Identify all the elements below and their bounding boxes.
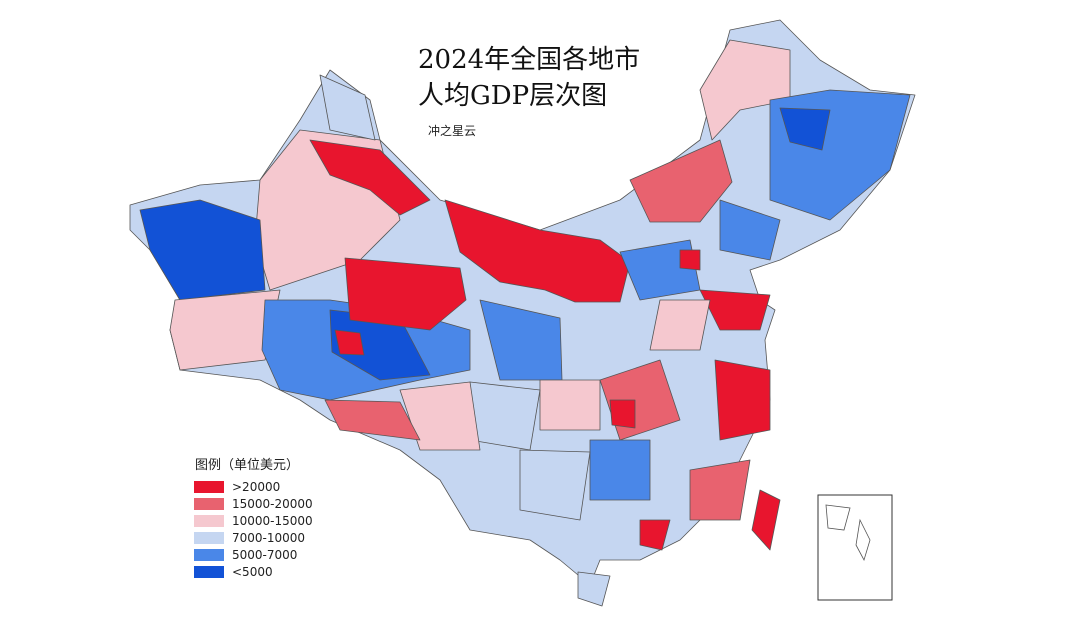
map — [129, 19, 916, 607]
region — [319, 74, 376, 141]
region — [629, 139, 733, 223]
region — [639, 519, 671, 551]
region — [751, 489, 781, 551]
region — [539, 379, 601, 431]
legend-label: 7000-10000 — [232, 531, 305, 545]
legend-swatch — [194, 532, 224, 544]
region — [577, 571, 611, 607]
legend-swatch — [194, 566, 224, 578]
legend-swatch — [194, 549, 224, 561]
region — [324, 399, 421, 441]
region — [309, 139, 431, 216]
region — [589, 439, 651, 501]
legend-swatch — [194, 498, 224, 510]
region — [609, 399, 636, 429]
legend-swatch — [194, 481, 224, 493]
region — [519, 449, 591, 521]
legend: >20000 15000-20000 10000-15000 7000-10000 50… — [194, 480, 313, 579]
title-line: 人均GDP层次图 — [418, 81, 607, 111]
author: 冲之星云 — [428, 123, 476, 138]
region — [334, 329, 365, 356]
title-line: 2024年全国各地市 — [418, 45, 640, 75]
region — [699, 39, 791, 141]
legend-label: 5000-7000 — [232, 548, 297, 562]
inset-frame — [817, 494, 893, 601]
legend-label: >20000 — [232, 480, 280, 494]
region — [444, 199, 631, 303]
region — [689, 459, 751, 521]
legend-title: 图例（单位美元） — [195, 458, 299, 473]
legend-label: 15000-20000 — [232, 497, 313, 511]
legend-swatch — [194, 515, 224, 527]
legend-label: <5000 — [232, 565, 273, 579]
region — [344, 257, 467, 331]
region — [469, 381, 541, 451]
inset-islands — [825, 504, 871, 562]
region — [719, 199, 781, 261]
region — [649, 299, 711, 351]
region — [779, 107, 831, 151]
region — [139, 199, 266, 301]
region — [714, 359, 771, 441]
legend-label: 10000-15000 — [232, 514, 313, 528]
region — [699, 289, 771, 331]
region — [169, 289, 281, 371]
region — [679, 249, 701, 271]
